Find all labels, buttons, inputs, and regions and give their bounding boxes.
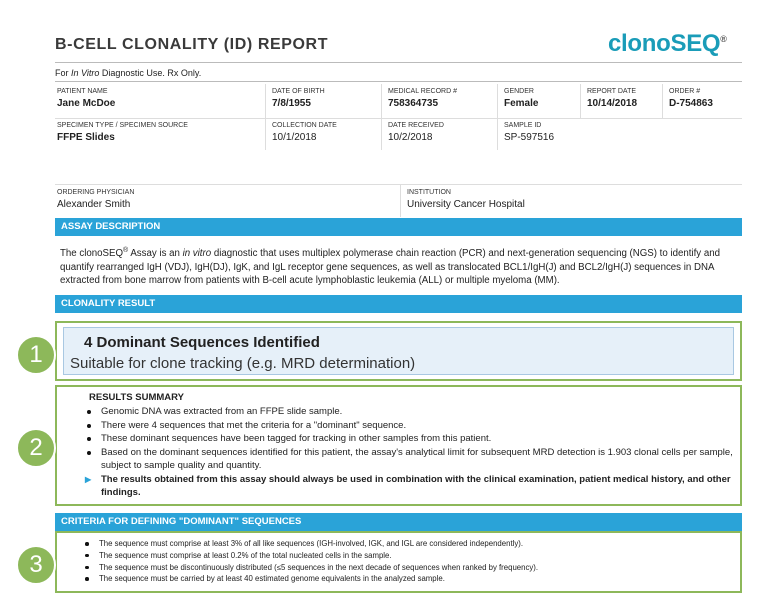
text: Assay is an — [128, 248, 183, 260]
step-number: 1 — [16, 335, 56, 375]
field-label: REPORT DATE — [587, 88, 637, 95]
table-cell: COLLECTION DATE 10/1/2018 — [265, 118, 381, 150]
field-value: University Cancer Hospital — [407, 199, 525, 210]
assay-text: The clonoSEQ® Assay is an in vitro diagn… — [60, 244, 744, 288]
field-label: INSTITUTION — [407, 189, 451, 196]
field-label: MEDICAL RECORD # — [388, 88, 457, 95]
text-italic: in vitro — [182, 248, 212, 260]
field-value: 10/14/2018 — [587, 98, 638, 109]
report-title: B-CELL CLONALITY (ID) REPORT — [55, 36, 329, 53]
table-cell: GENDER Female — [497, 84, 580, 118]
field-label: ORDERING PHYSICIAN — [57, 189, 135, 196]
logo-mark: ® — [720, 34, 727, 44]
table-cell: DATE OF BIRTH 7/8/1955 — [265, 84, 381, 118]
section-heading: ASSAY DESCRIPTION — [55, 218, 742, 236]
field-label: DATE RECEIVED — [388, 122, 444, 129]
table-cell: SPECIMEN TYPE / SPECIMEN SOURCE FFPE Slid… — [55, 118, 265, 150]
table-row: PATIENT NAME Jane McDoe DATE OF BIRTH 7/8/1… — [55, 84, 742, 119]
criteria-item: The sequence must comprise at least 0.2%… — [73, 550, 740, 562]
criteria-item: The sequence must comprise at least 3% o… — [73, 538, 740, 550]
logo-text: clonoSEQ — [608, 30, 721, 57]
table-cell: MEDICAL RECORD # 758364735 — [381, 84, 497, 118]
divider — [55, 81, 742, 82]
summary-item: Based on the dominant sequences identifi… — [75, 446, 740, 473]
field-value: D-754863 — [669, 98, 713, 109]
field-label: PATIENT NAME — [57, 88, 108, 95]
field-value: 10/2/2018 — [388, 132, 433, 143]
result-headline: 4 Dominant Sequences Identified — [84, 334, 320, 351]
table-cell: ORDER # D-754863 — [662, 84, 742, 118]
field-label: COLLECTION DATE — [272, 122, 337, 129]
criteria-list: The sequence must comprise at least 3% o… — [73, 538, 740, 585]
field-label: SPECIMEN TYPE / SPECIMEN SOURCE — [57, 122, 188, 129]
criteria-item: The sequence must be carried by at least… — [73, 573, 740, 585]
criteria-item: The sequence must be discontinuously dis… — [73, 562, 740, 574]
text: diagnostic that uses multiplex polymeras… — [60, 248, 720, 287]
divider — [55, 184, 742, 185]
section-heading: CLONALITY RESULT — [55, 295, 742, 313]
notice-text: For — [55, 68, 72, 78]
field-label: GENDER — [504, 88, 534, 95]
criteria-box: The sequence must comprise at least 3% o… — [55, 531, 742, 593]
result-box: 4 Dominant Sequences Identified Suitable… — [55, 321, 742, 381]
table-cell: ORDERING PHYSICIAN Alexander Smith — [55, 185, 400, 217]
field-label: DATE OF BIRTH — [272, 88, 325, 95]
table-cell: SAMPLE ID SP-597516 — [497, 118, 580, 150]
result-panel: 4 Dominant Sequences Identified Suitable… — [63, 327, 734, 375]
field-value: Female — [504, 98, 539, 109]
summary-item: These dominant sequences have been tagge… — [75, 432, 740, 446]
table-cell: DATE RECEIVED 10/2/2018 — [381, 118, 497, 150]
table-cell: PATIENT NAME Jane McDoe — [55, 84, 265, 118]
divider — [55, 62, 742, 63]
notice-italic: In Vitro — [71, 68, 100, 78]
field-value: Alexander Smith — [57, 199, 131, 210]
summary-list: Genomic DNA was extracted from an FFPE s… — [75, 405, 740, 500]
step-number: 3 — [16, 545, 56, 585]
table-cell: REPORT DATE 10/14/2018 — [580, 84, 662, 118]
mark: ® — [123, 247, 129, 254]
field-label: ORDER # — [669, 88, 701, 95]
field-value: 758364735 — [388, 98, 439, 109]
field-value: 10/1/2018 — [272, 132, 317, 143]
summary-item: There were 4 sequences that met the crit… — [75, 419, 740, 433]
text: The clonoSEQ — [60, 248, 124, 260]
physician-table: ORDERING PHYSICIAN Alexander Smith INSTITU… — [55, 185, 742, 217]
notice: For In Vitro Diagnostic Use. Rx Only. — [55, 68, 201, 78]
step-number: 2 — [16, 428, 56, 468]
logo: clonoSEQ® — [608, 30, 727, 58]
field-value: SP-597516 — [504, 132, 555, 143]
summary-heading: RESULTS SUMMARY — [89, 392, 184, 403]
summary-box: RESULTS SUMMARY Genomic DNA was extracte… — [55, 385, 742, 506]
result-subtitle: Suitable for clone tracking (e.g. MRD de… — [70, 355, 416, 372]
field-value: 7/8/1955 — [272, 98, 311, 109]
summary-item: Genomic DNA was extracted from an FFPE s… — [75, 405, 740, 419]
section-heading: CRITERIA FOR DEFINING "DOMINANT" SEQUENC… — [55, 513, 742, 531]
field-label: SAMPLE ID — [504, 122, 542, 129]
table-row: SPECIMEN TYPE / SPECIMEN SOURCE FFPE Slid… — [55, 118, 742, 150]
table-cell: INSTITUTION University Cancer Hospital — [400, 185, 742, 217]
summary-note: The results obtained from this assay sho… — [75, 473, 740, 500]
field-value: Jane McDoe — [57, 98, 116, 109]
notice-text: Diagnostic Use. Rx Only. — [99, 68, 202, 78]
field-value: FFPE Slides — [57, 132, 115, 143]
